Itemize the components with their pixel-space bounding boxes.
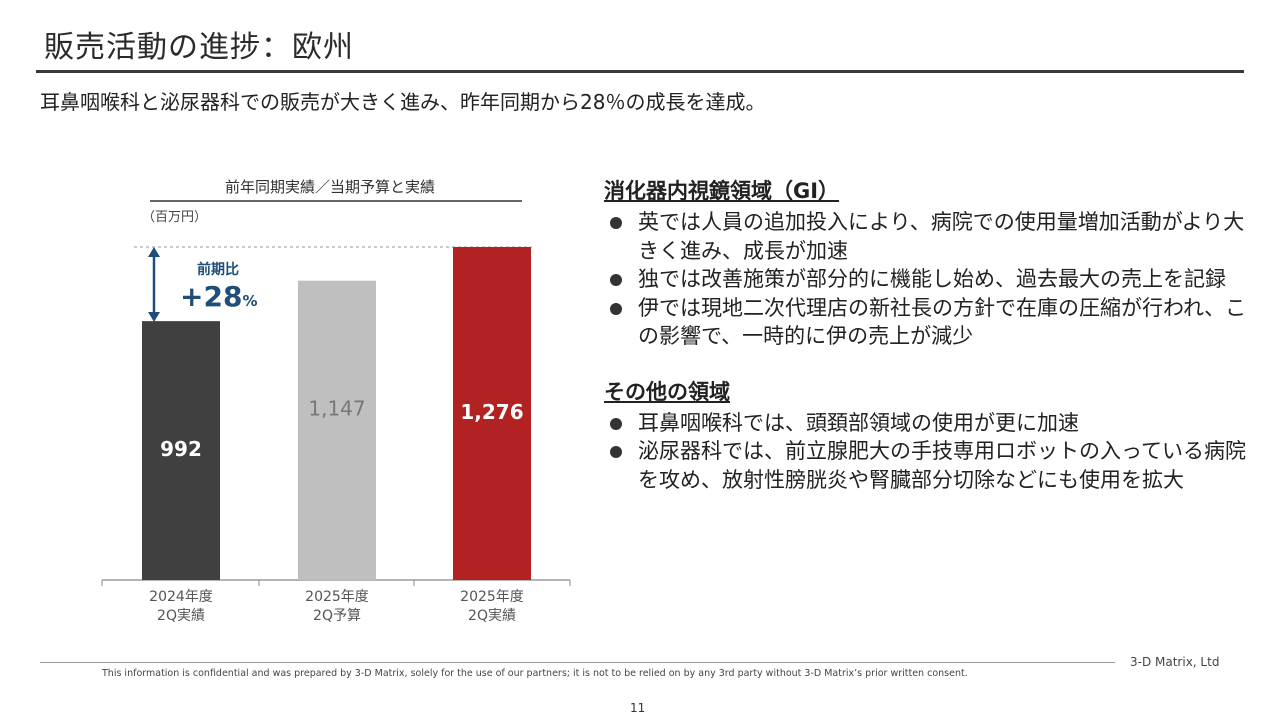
x-tick-label: 2Q実績 — [468, 608, 516, 624]
x-tick-label: 2025年度 — [305, 589, 369, 605]
list-item: 英では人員の追加投入により、病院での使用量増加活動がより大きく進み、成長が加速 — [604, 208, 1254, 265]
bullet-text: 伊では現地二次代理店の新社長の方針で在庫の圧縮が行われ、この影響で、一時的に伊の… — [638, 295, 1247, 349]
page-number: 11 — [630, 701, 646, 715]
bullet-icon — [610, 217, 622, 229]
list-item: 泌尿器科では、前立腺肥大の手技専用ロボットの入っている病院を攻め、放射性膀胱炎や… — [604, 437, 1254, 494]
slide-title: 販売活動の進捗：欧州 — [44, 30, 354, 65]
section-gi: 消化器内視鏡領域（GI） 英では人員の追加投入により、病院での使用量増加活動がよ… — [604, 176, 1254, 351]
bar-value-label: 992 — [160, 437, 202, 461]
bullet-icon — [610, 446, 622, 458]
bullet-list: 英では人員の追加投入により、病院での使用量増加活動がより大きく進み、成長が加速 … — [604, 208, 1254, 351]
sales-bar-chart: 前年同期実績／当期予算と実績 （百万円） 992 2024年度 2Q実績 1,147 2… — [101, 178, 571, 624]
bullet-icon — [610, 302, 622, 315]
confidentiality-disclaimer: This information is confidential and was… — [102, 668, 968, 679]
x-tick-label: 2Q予算 — [313, 608, 361, 624]
growth-arrow-head-up — [148, 247, 160, 257]
bullet-icon — [610, 274, 622, 286]
growth-value: +28 — [180, 280, 242, 313]
bullet-text: 耳鼻咽喉科では、頭頚部領域の使用が更に加速 — [638, 410, 1079, 435]
growth-label: 前期比 — [197, 261, 239, 278]
x-tick-label: 2025年度 — [460, 589, 524, 605]
list-item: 伊では現地二次代理店の新社長の方針で在庫の圧縮が行われ、この影響で、一時的に伊の… — [604, 294, 1254, 351]
company-name: 3-D Matrix, Ltd — [1130, 655, 1220, 669]
list-item: 独では改善施策が部分的に機能し始め、過去最大の売上を記録 — [604, 265, 1254, 294]
footer-divider — [40, 662, 1115, 663]
bar-value-label: 1,276 — [460, 400, 523, 424]
x-tick-label: 2024年度 — [149, 589, 213, 605]
bullet-list: 耳鼻咽喉科では、頭頚部領域の使用が更に加速 泌尿器科では、前立腺肥大の手技専用ロ… — [604, 409, 1254, 495]
bullet-text: 独では改善施策が部分的に機能し始め、過去最大の売上を記録 — [638, 267, 1226, 291]
section-other: その他の領域 耳鼻咽喉科では、頭頚部領域の使用が更に加速 泌尿器科では、前立腺肥… — [604, 377, 1254, 495]
growth-annotation: 前期比 +28% — [148, 247, 257, 322]
growth-unit: % — [242, 292, 257, 310]
commentary-panel: 消化器内視鏡領域（GI） 英では人員の追加投入により、病院での使用量増加活動がよ… — [604, 176, 1254, 494]
bar-3 — [453, 247, 531, 580]
chart-unit-label: （百万円） — [142, 210, 207, 225]
growth-value-text: +28% — [180, 280, 257, 313]
bullet-text: 泌尿器科では、前立腺肥大の手技専用ロボットの入っている病院を攻め、放射性膀胱炎や… — [638, 439, 1246, 492]
bar-1 — [142, 321, 220, 580]
bar-value-label: 1,147 — [308, 397, 365, 421]
x-tick-label: 2Q実績 — [157, 608, 205, 624]
growth-arrow-head-down — [148, 312, 160, 322]
bullet-text: 英では人員の追加投入により、病院での使用量増加活動がより大きく進み、成長が加速 — [638, 210, 1245, 263]
slide-subtitle: 耳鼻咽喉科と泌尿器科での販売が大きく進み、昨年同期から28％の成長を達成。 — [40, 90, 766, 114]
chart-title: 前年同期実績／当期予算と実績 — [225, 178, 435, 196]
bar-2 — [298, 280, 376, 580]
section-heading: その他の領域 — [604, 379, 730, 404]
list-item: 耳鼻咽喉科では、頭頚部領域の使用が更に加速 — [604, 409, 1254, 438]
title-divider — [36, 70, 1244, 73]
section-heading: 消化器内視鏡領域（GI） — [604, 179, 840, 203]
bullet-icon — [610, 417, 622, 430]
